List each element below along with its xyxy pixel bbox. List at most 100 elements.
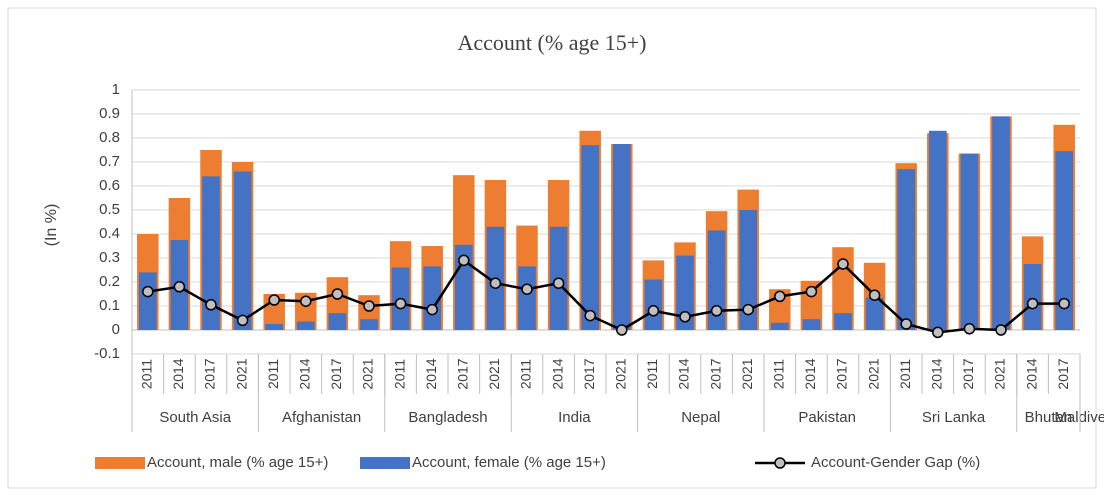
legend-swatch (360, 457, 410, 469)
x-tick-label: 2021 (992, 358, 1008, 389)
x-tick-label: 2017 (834, 358, 850, 389)
group-label: India (558, 409, 591, 426)
bar (802, 319, 821, 330)
y-tick-label: 0.1 (99, 297, 120, 314)
bar (581, 145, 600, 330)
x-tick-label: 2011 (644, 359, 660, 389)
y-tick-label: 0.7 (99, 153, 120, 170)
marker (363, 300, 375, 312)
bar (360, 319, 378, 330)
bar (834, 313, 852, 330)
marker (963, 323, 976, 335)
marker (616, 324, 628, 336)
x-tick-label: 2011 (518, 359, 534, 389)
bar (423, 266, 442, 330)
x-tick-label: 2011 (139, 359, 155, 389)
marker (331, 288, 344, 300)
x-tick-label: 2014 (676, 358, 692, 389)
y-tick-label: 0.6 (99, 177, 120, 194)
y-tick-label: 0 (112, 321, 120, 338)
chart-title: Account (% age 15+) (458, 30, 647, 55)
x-tick-label: 2011 (265, 359, 281, 389)
x-tick-label: 2011 (391, 359, 407, 389)
bar (1055, 151, 1074, 330)
legend-label: Account-Gender Gap (%) (811, 454, 980, 471)
y-tick-label: 0.4 (99, 225, 120, 242)
bar (992, 116, 1010, 331)
bar (202, 176, 220, 330)
x-tick-label: 2017 (581, 358, 597, 389)
x-tick-label: 2021 (360, 358, 376, 389)
x-tick-label: 2014 (549, 358, 565, 389)
marker (1026, 297, 1039, 310)
marker (995, 324, 1007, 336)
marker (774, 290, 786, 303)
bar (296, 321, 315, 330)
y-tick-label: 0.3 (99, 249, 120, 266)
bar (897, 169, 916, 330)
bar (328, 313, 347, 330)
x-tick-label: 2017 (202, 358, 218, 389)
marker (742, 303, 754, 316)
marker (647, 305, 660, 317)
x-tick-label: 2014 (423, 358, 439, 389)
x-tick-label: 2017 (960, 358, 976, 389)
marker (932, 326, 944, 339)
group-label: Maldives (1054, 409, 1104, 426)
x-tick-label: 2011 (771, 359, 787, 389)
group-label: Bhutan (1025, 409, 1073, 426)
y-tick-label: 0.8 (99, 129, 120, 146)
x-tick-label: 2014 (1023, 358, 1039, 389)
group-label: Afghanistan (282, 409, 361, 426)
x-tick-label: 2017 (455, 358, 471, 389)
bar (707, 230, 726, 330)
marker (805, 285, 818, 298)
group-label: Sri Lanka (922, 409, 986, 426)
x-tick-label: 2021 (613, 358, 629, 389)
x-tick-label: 2017 (328, 358, 344, 389)
marker (868, 289, 881, 301)
marker (142, 285, 154, 298)
y-tick-label: 0.5 (99, 201, 120, 218)
legend-label: Account, male (% age 15+) (147, 454, 328, 471)
bar (770, 322, 789, 330)
bar (865, 297, 884, 330)
group-label: Pakistan (798, 409, 856, 426)
marker (552, 277, 565, 289)
legend-swatch (95, 457, 145, 469)
x-tick-label: 2014 (929, 358, 945, 389)
y-axis-label: (In %) (43, 204, 60, 247)
bar (960, 153, 979, 330)
bar (265, 324, 284, 330)
x-tick-label: 2021 (486, 358, 502, 389)
marker (1058, 297, 1070, 310)
group-label: Nepal (681, 409, 720, 426)
x-tick-label: 2014 (170, 358, 186, 389)
bar (233, 171, 252, 330)
x-tick-label: 2014 (802, 358, 818, 389)
y-tick-label: -0.1 (94, 345, 120, 362)
x-tick-label: 2021 (739, 358, 755, 389)
legend-label: Account, female (% age 15+) (412, 454, 606, 471)
marker (521, 283, 533, 295)
bar (138, 272, 157, 330)
marker (236, 314, 249, 327)
bar (518, 266, 536, 330)
marker (584, 309, 596, 322)
bar (676, 255, 694, 330)
marker (426, 303, 438, 316)
bar (1023, 264, 1042, 330)
y-tick-label: 0.2 (99, 273, 120, 290)
bar (928, 130, 947, 330)
bar (739, 210, 758, 330)
x-tick-label: 2017 (707, 358, 723, 389)
marker (268, 294, 280, 306)
x-tick-label: 2011 (897, 359, 913, 389)
bar (612, 144, 631, 330)
marker (710, 305, 723, 317)
marker (489, 277, 502, 289)
group-label: Bangladesh (408, 409, 487, 426)
marker (205, 299, 217, 311)
x-tick-label: 2014 (297, 358, 313, 389)
group-label: South Asia (159, 409, 231, 426)
